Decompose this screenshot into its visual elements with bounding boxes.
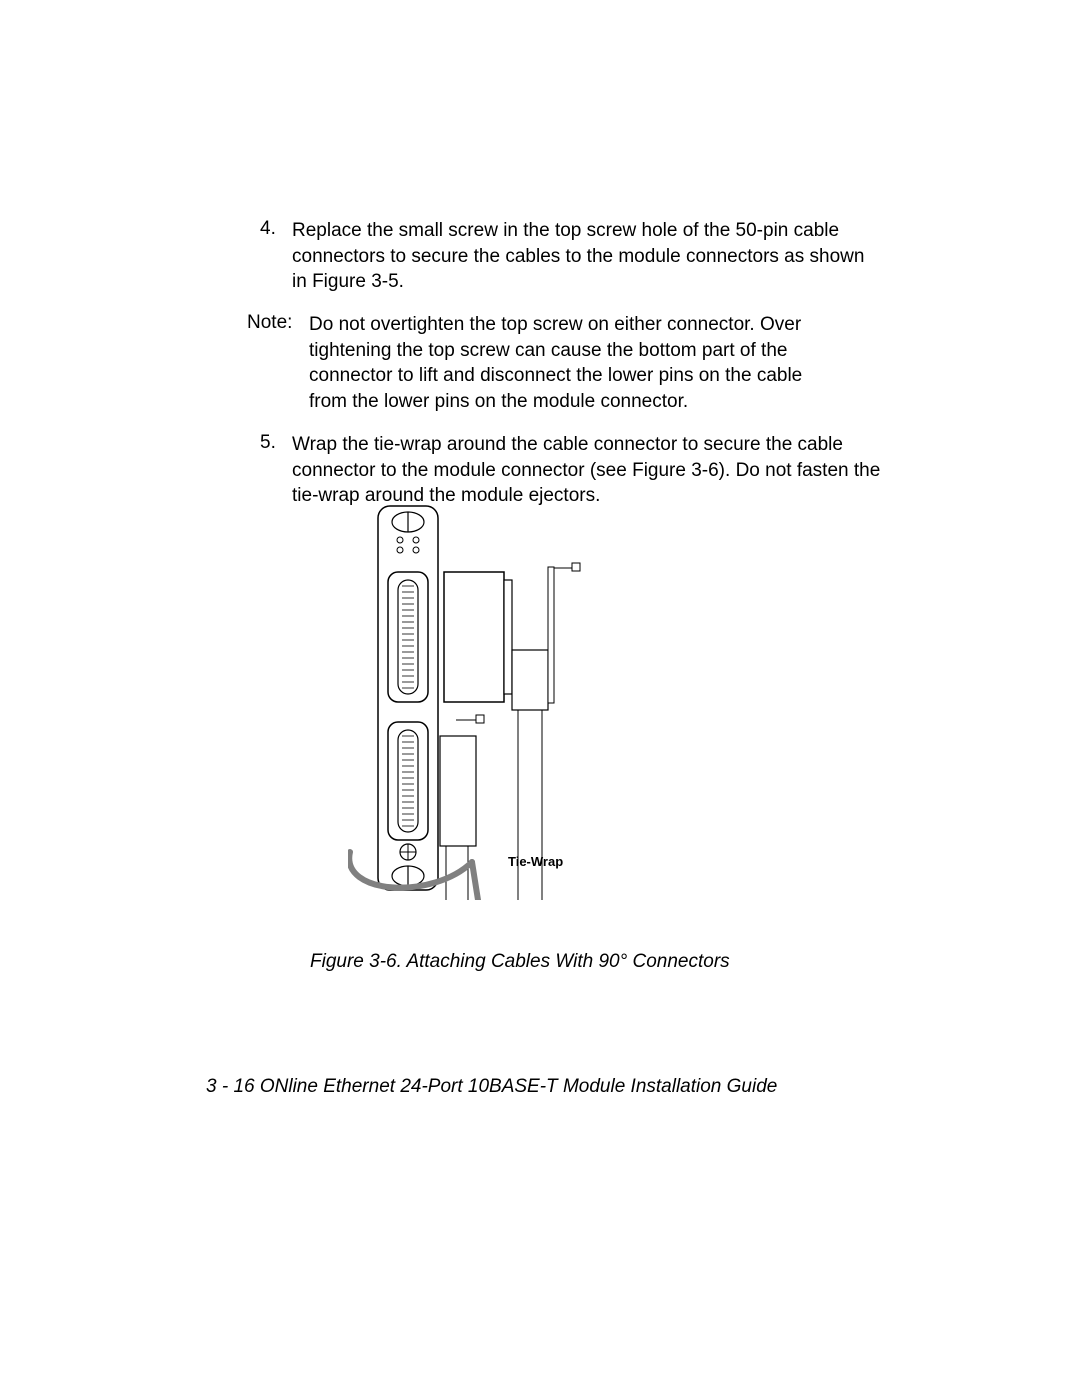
figure-svg [348,500,748,900]
list-content-5: Wrap the tie-wrap around the cable conne… [292,432,882,509]
list-marker-4: 4. [260,218,292,295]
page: 4. Replace the small screw in the top sc… [0,0,1080,1397]
figure-caption: Figure 3-6. Attaching Cables With 90° Co… [310,951,730,973]
note-label: Note: [247,312,309,415]
note-block: Note: Do not overtighten the top screw o… [247,312,839,415]
tie-wrap-label: Tie-Wrap [508,854,563,869]
list-item-4: 4. Replace the small screw in the top sc… [260,218,882,295]
page-footer: 3 - 16 ONline Ethernet 24-Port 10BASE-T … [206,1076,777,1098]
list-marker-5: 5. [260,432,292,509]
list-content-4: Replace the small screw in the top screw… [292,218,882,295]
note-text: Do not overtighten the top screw on eith… [309,312,839,415]
list-item-5: 5. Wrap the tie-wrap around the cable co… [260,432,882,509]
figure-3-6: Tie-Wrap [348,500,748,900]
